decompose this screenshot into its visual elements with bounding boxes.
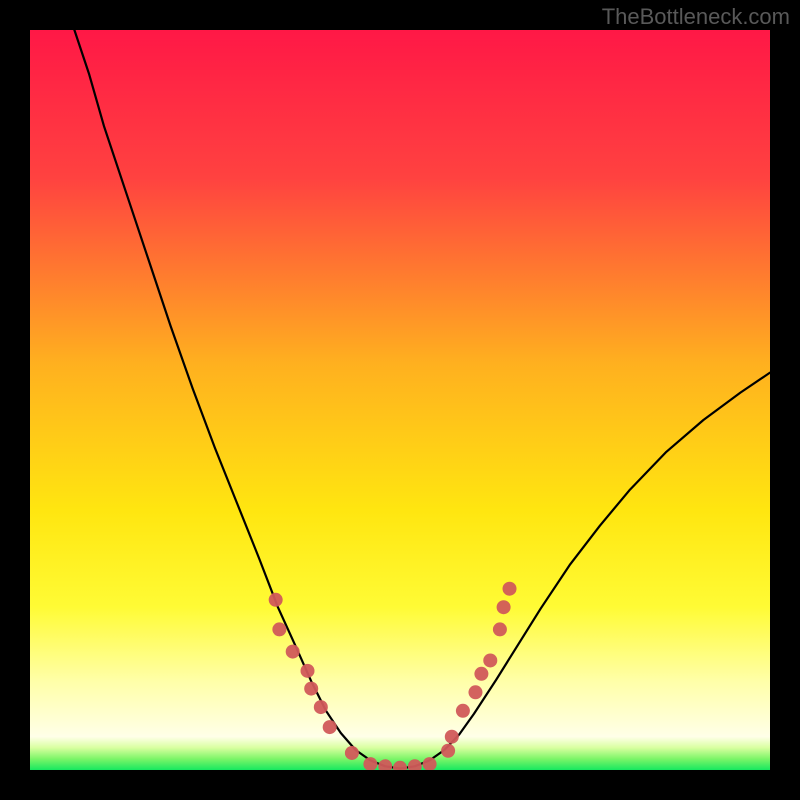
scatter-point: [497, 600, 511, 614]
scatter-point: [272, 622, 286, 636]
scatter-point: [503, 582, 517, 596]
scatter-point: [345, 746, 359, 760]
chart-frame: TheBottleneck.com: [0, 0, 800, 800]
chart-svg: [0, 0, 800, 800]
border-left: [0, 0, 30, 800]
scatter-point: [304, 682, 318, 696]
plot-background: [30, 30, 770, 770]
scatter-point: [423, 757, 437, 771]
scatter-point: [269, 593, 283, 607]
scatter-point: [323, 720, 337, 734]
scatter-point: [456, 704, 470, 718]
scatter-point: [286, 645, 300, 659]
scatter-point: [493, 622, 507, 636]
scatter-point: [441, 744, 455, 758]
border-right: [770, 0, 800, 800]
scatter-point: [301, 664, 315, 678]
scatter-point: [314, 700, 328, 714]
border-bottom: [0, 770, 800, 800]
scatter-point: [468, 685, 482, 699]
watermark-text: TheBottleneck.com: [602, 4, 790, 30]
scatter-point: [474, 667, 488, 681]
scatter-point: [363, 757, 377, 771]
scatter-point: [445, 730, 459, 744]
scatter-point: [483, 653, 497, 667]
